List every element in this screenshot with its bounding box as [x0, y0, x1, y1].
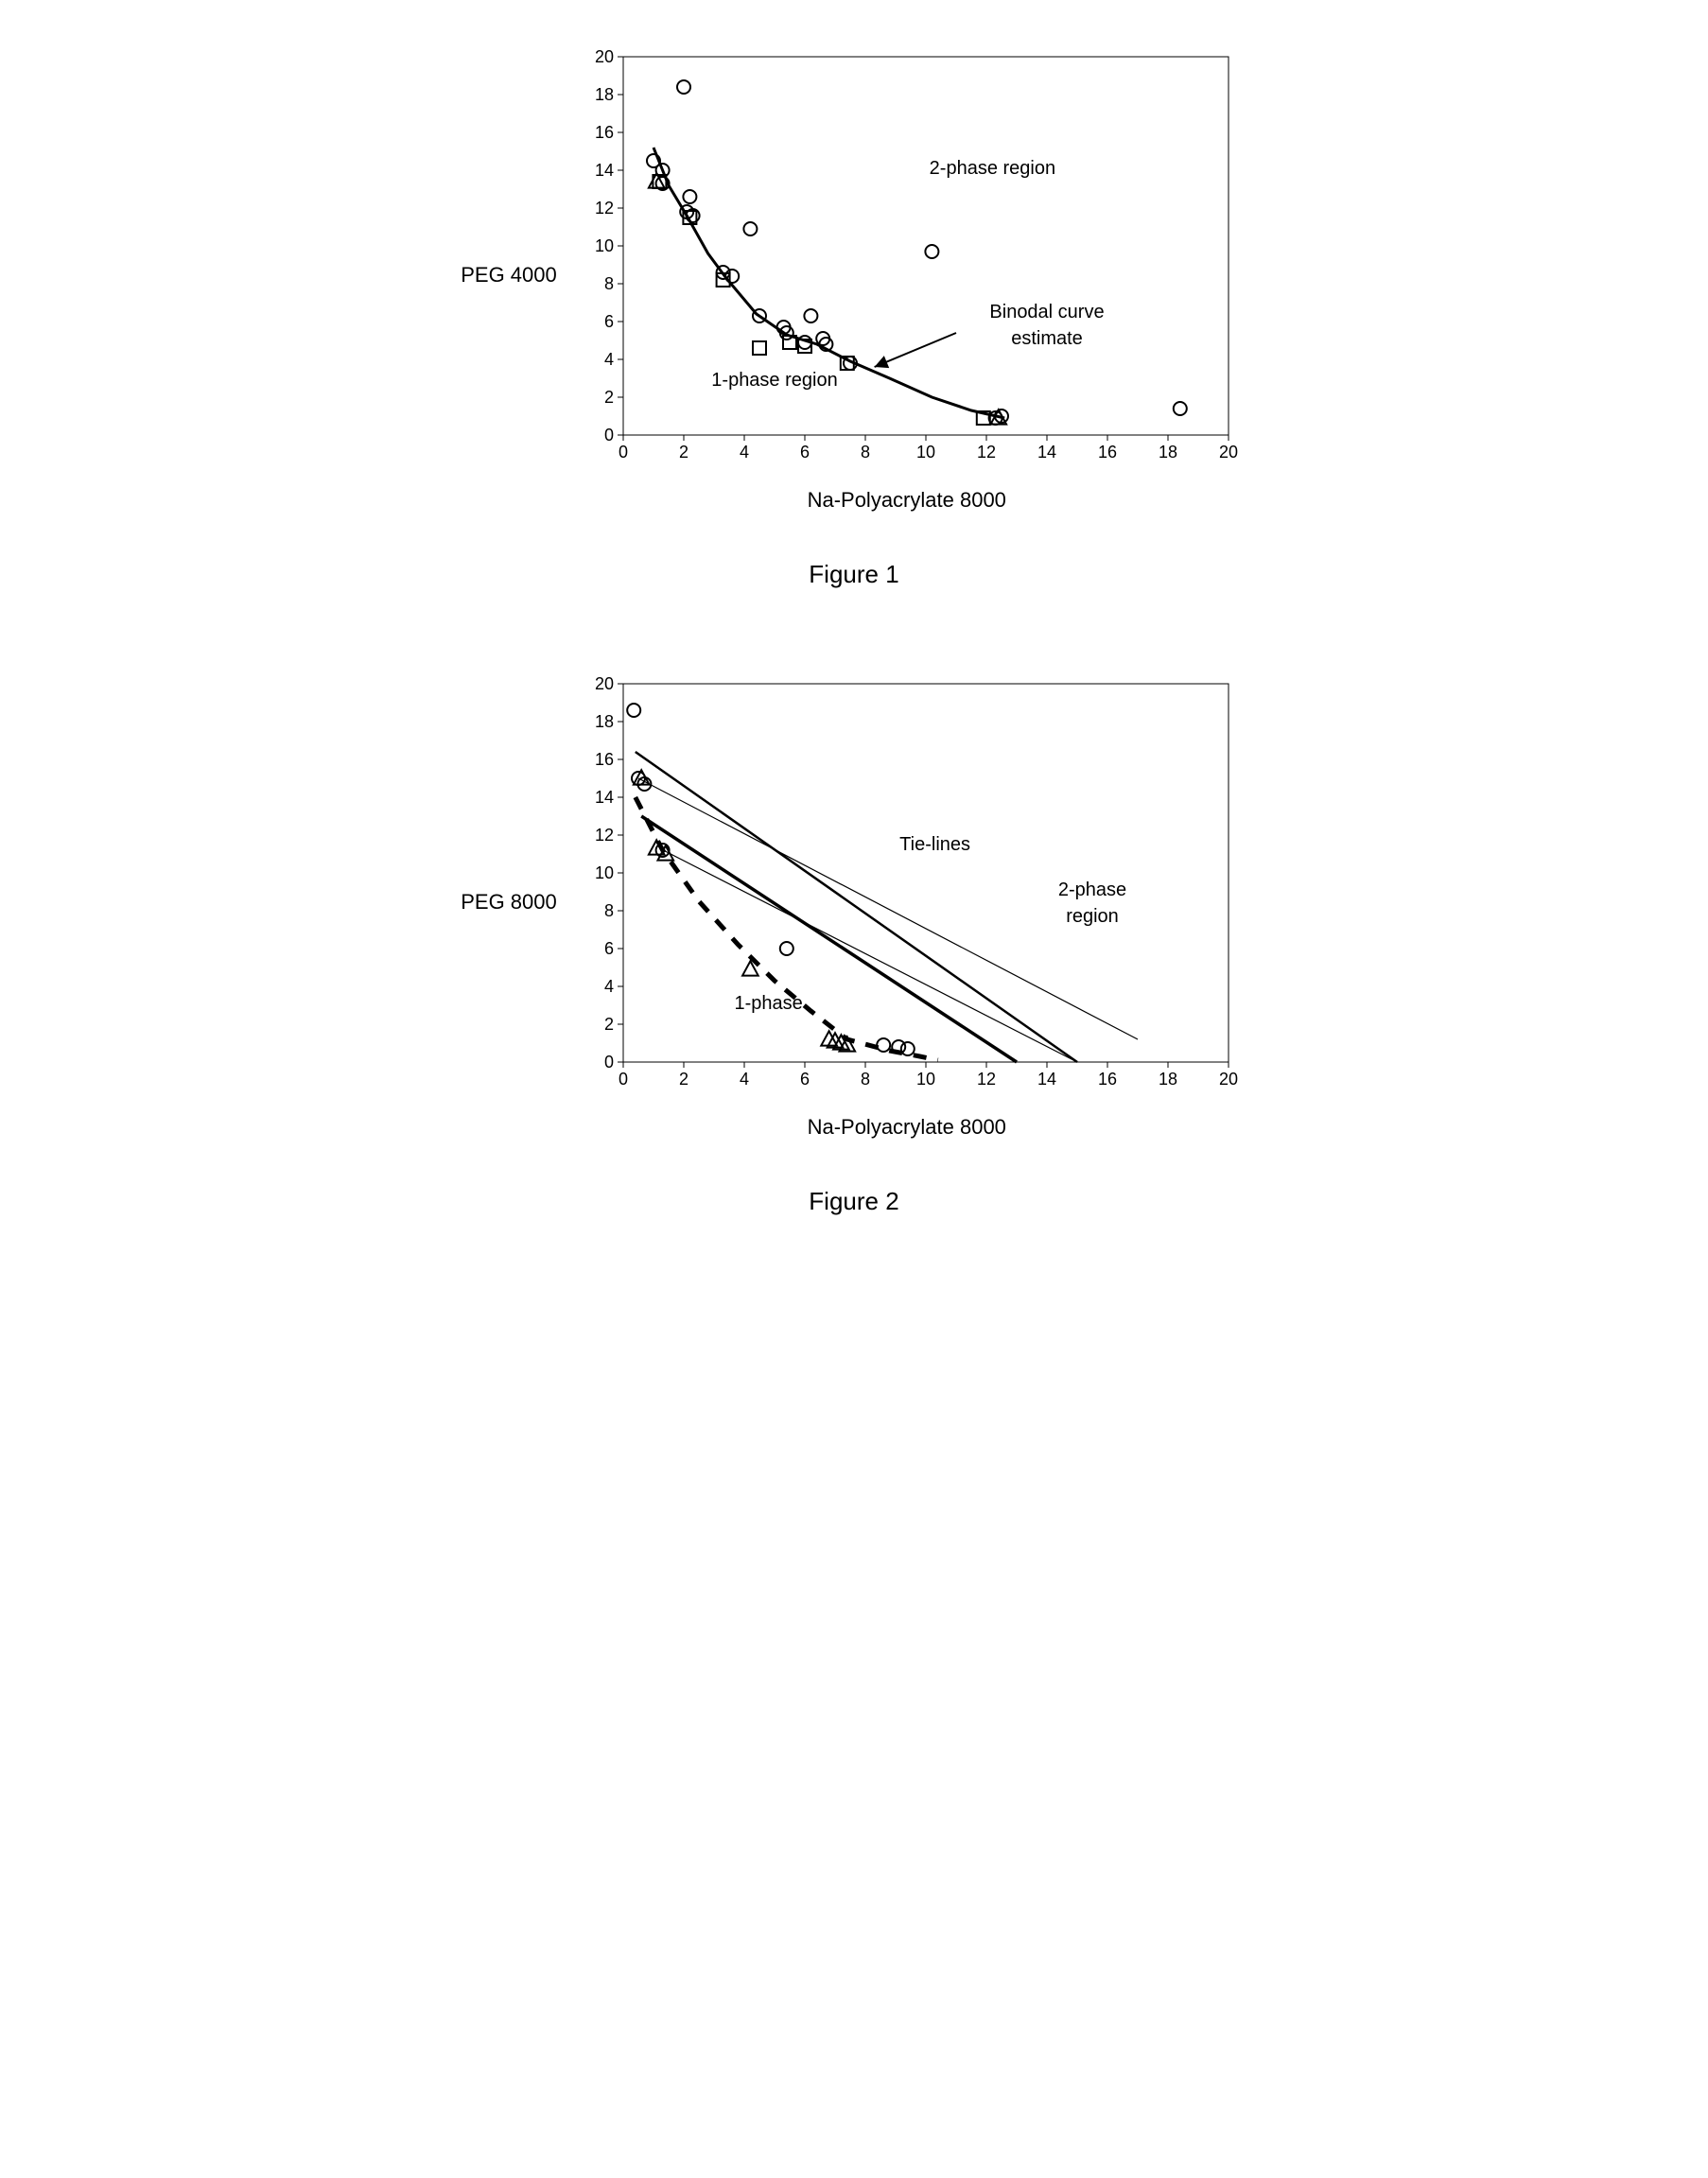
svg-text:1-phase: 1-phase [734, 993, 802, 1014]
figure-1-xlabel: Na-Polyacrylate 8000 [808, 488, 1006, 513]
figure-2-caption: Figure 2 [809, 1187, 898, 1216]
svg-text:20: 20 [1219, 1070, 1238, 1089]
svg-text:12: 12 [977, 1070, 996, 1089]
figure-1-chart: PEG 4000 0 2 4 6 8 10 12 14 16 18 20 0 2 4 6 8 10 12 14 16 1… [461, 38, 1247, 513]
svg-text:10: 10 [916, 1070, 935, 1089]
svg-text:0: 0 [604, 1053, 614, 1072]
svg-text:10: 10 [595, 863, 614, 882]
svg-text:20: 20 [1219, 443, 1238, 462]
figure-2-ylabel: PEG 8000 [461, 890, 557, 915]
svg-text:Tie-lines: Tie-lines [899, 834, 970, 855]
figure-1-ylabel: PEG 4000 [461, 263, 557, 287]
svg-text:estimate: estimate [1011, 328, 1083, 349]
svg-text:2: 2 [604, 388, 614, 407]
svg-text:4: 4 [740, 1070, 749, 1089]
svg-text:16: 16 [595, 750, 614, 769]
svg-text:12: 12 [595, 826, 614, 845]
svg-text:Binodal curve: Binodal curve [989, 302, 1104, 322]
svg-text:4: 4 [604, 977, 614, 996]
svg-text:12: 12 [977, 443, 996, 462]
figure-2: PEG 8000 0 2 4 6 8 10 12 14 16 18 20 0 2 4 6 8 10 12 14 16 1… [461, 665, 1247, 1216]
svg-text:16: 16 [1098, 443, 1117, 462]
svg-text:18: 18 [1159, 1070, 1177, 1089]
svg-text:8: 8 [604, 901, 614, 920]
svg-text:12: 12 [595, 199, 614, 218]
svg-text:20: 20 [595, 47, 614, 66]
svg-text:10: 10 [916, 443, 935, 462]
svg-text:14: 14 [595, 788, 614, 807]
svg-text:4: 4 [740, 443, 749, 462]
figure-2-xlabel: Na-Polyacrylate 8000 [808, 1115, 1006, 1140]
svg-text:14: 14 [1037, 443, 1056, 462]
svg-text:1-phase region: 1-phase region [711, 370, 837, 391]
svg-text:16: 16 [1098, 1070, 1117, 1089]
svg-text:2: 2 [604, 1015, 614, 1034]
svg-text:region: region [1066, 906, 1119, 927]
figure-1-caption: Figure 1 [809, 560, 898, 589]
figure-2-chart: PEG 8000 0 2 4 6 8 10 12 14 16 18 20 0 2 4 6 8 10 12 14 16 1… [461, 665, 1247, 1140]
svg-text:8: 8 [604, 274, 614, 293]
svg-text:10: 10 [595, 236, 614, 255]
svg-text:6: 6 [800, 1070, 810, 1089]
svg-text:8: 8 [861, 1070, 870, 1089]
svg-text:0: 0 [619, 1070, 628, 1089]
svg-text:14: 14 [1037, 1070, 1056, 1089]
svg-text:2: 2 [679, 443, 688, 462]
svg-text:6: 6 [604, 939, 614, 958]
svg-text:4: 4 [604, 350, 614, 369]
svg-text:2-phase: 2-phase [1058, 880, 1126, 900]
figure-1: PEG 4000 0 2 4 6 8 10 12 14 16 18 20 0 2 4 6 8 10 12 14 16 1… [461, 38, 1247, 589]
svg-text:20: 20 [595, 674, 614, 693]
svg-text:6: 6 [604, 312, 614, 331]
svg-text:2-phase region: 2-phase region [929, 158, 1054, 179]
figure-2-svg: 0 2 4 6 8 10 12 14 16 18 20 0 2 4 6 8 10 12 14 16 18 20 Tie-li… [566, 665, 1247, 1109]
svg-text:14: 14 [595, 161, 614, 180]
figure-1-svg: 0 2 4 6 8 10 12 14 16 18 20 0 2 4 6 8 10 12 14 16 18 20 2-phas… [566, 38, 1247, 482]
svg-text:6: 6 [800, 443, 810, 462]
svg-text:8: 8 [861, 443, 870, 462]
svg-text:18: 18 [1159, 443, 1177, 462]
svg-text:2: 2 [679, 1070, 688, 1089]
svg-text:18: 18 [595, 85, 614, 104]
svg-text:0: 0 [604, 426, 614, 444]
svg-text:18: 18 [595, 712, 614, 731]
svg-text:16: 16 [595, 123, 614, 142]
svg-text:0: 0 [619, 443, 628, 462]
